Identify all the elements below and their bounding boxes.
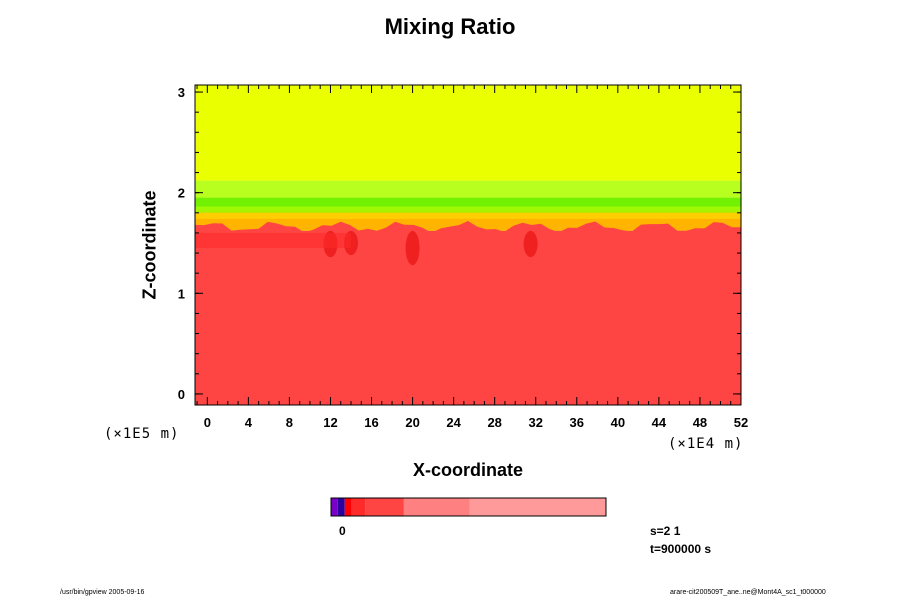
- band-detail-0: [195, 197, 741, 207]
- y-tick-label: 0: [178, 387, 185, 402]
- t-annotation: t=900000 s: [650, 542, 712, 556]
- s-annotation: s=2 1: [650, 524, 681, 538]
- x-tick-label: 12: [323, 415, 337, 430]
- colorbar-segment: [351, 498, 366, 516]
- x-tick-label: 40: [611, 415, 625, 430]
- y-tick-label: 3: [178, 85, 185, 100]
- x-tick-label: 28: [487, 415, 501, 430]
- colorbar-segment: [469, 498, 606, 516]
- colorbar-segment: [344, 498, 352, 516]
- colorbar-segment: [337, 498, 345, 516]
- x-tick-label: 48: [693, 415, 707, 430]
- x-tick-label: 8: [286, 415, 293, 430]
- x-tick-label: 52: [734, 415, 748, 430]
- colorbar-frame: [330, 497, 607, 517]
- x-tick-label: 32: [529, 415, 543, 430]
- x-tick-label: 44: [652, 415, 667, 430]
- y-axis-unit: (×1E5 m): [104, 426, 180, 442]
- layer-upper: [195, 85, 741, 181]
- x-tick-label: 24: [446, 415, 461, 430]
- dark-region-left: [195, 232, 351, 249]
- chart-title: Mixing Ratio: [384, 14, 516, 39]
- y-axis-label: Z-coordinate: [139, 190, 160, 300]
- colorbar-segment: [331, 498, 338, 516]
- colorbar-segment: [403, 498, 470, 516]
- colorbar-segment: [365, 498, 404, 516]
- plume-2: [523, 230, 538, 258]
- x-tick-label: 36: [570, 415, 584, 430]
- x-tick-label: 0: [204, 415, 211, 430]
- footer-command: /usr/bin/gpview 2005-09-16: [60, 589, 145, 596]
- x-tick-label: 4: [245, 415, 253, 430]
- plot-frame: [194, 84, 742, 406]
- y-tick-label: 2: [178, 186, 185, 201]
- x-axis-label: X-coordinate: [412, 460, 523, 480]
- layer-lower: [195, 230, 741, 405]
- footer-source: arare-cit200509T_ane..ne@Mont4A_sc1_t000…: [670, 589, 826, 596]
- band-detail-1: [195, 206, 741, 213]
- colorbar-label: 0: [339, 524, 346, 538]
- x-tick-label: 20: [405, 415, 419, 430]
- plume-1: [405, 230, 420, 266]
- x-tick-label: 16: [364, 415, 378, 430]
- annotation-block: s=2 1 t=900000 s: [650, 522, 711, 558]
- x-axis-unit: (×1E4 m): [668, 436, 744, 452]
- band-detail-2: [195, 212, 741, 219]
- y-tick-label: 1: [178, 286, 185, 301]
